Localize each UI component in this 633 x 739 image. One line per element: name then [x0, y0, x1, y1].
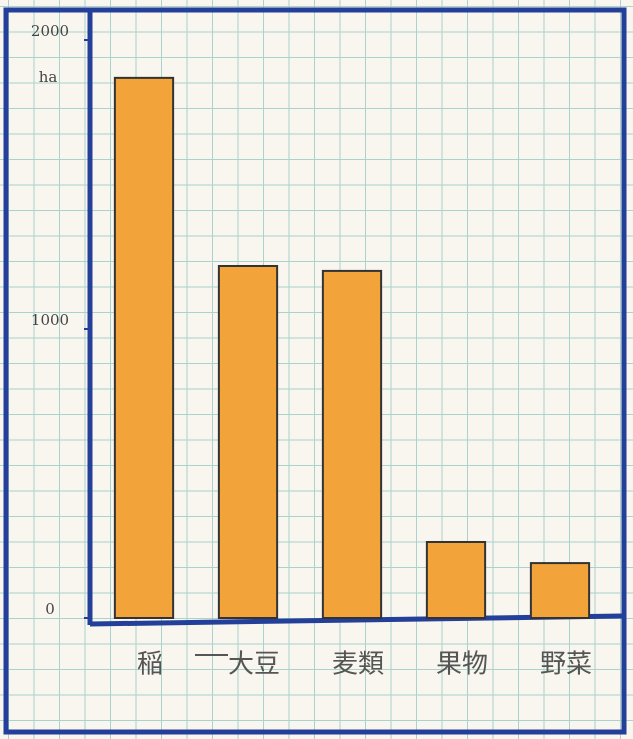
- y-tick-label: 0: [45, 600, 55, 618]
- bar: [425, 540, 487, 619]
- outer-border: [3, 7, 627, 735]
- x-tick-label: 麦類: [332, 650, 384, 680]
- x-tick-label: 野菜: [540, 650, 592, 680]
- bar: [113, 76, 175, 619]
- bar: [321, 269, 383, 619]
- x-tick-label: 果物: [436, 650, 488, 680]
- y-axis-unit: ha: [39, 68, 58, 86]
- bar: [217, 264, 279, 619]
- y-tick-label: 2000: [31, 22, 69, 40]
- bar: [529, 562, 591, 620]
- y-tick-label: 1000: [31, 311, 69, 329]
- x-tick-label: 大豆: [228, 650, 280, 680]
- x-tick-label: 稲: [137, 650, 163, 680]
